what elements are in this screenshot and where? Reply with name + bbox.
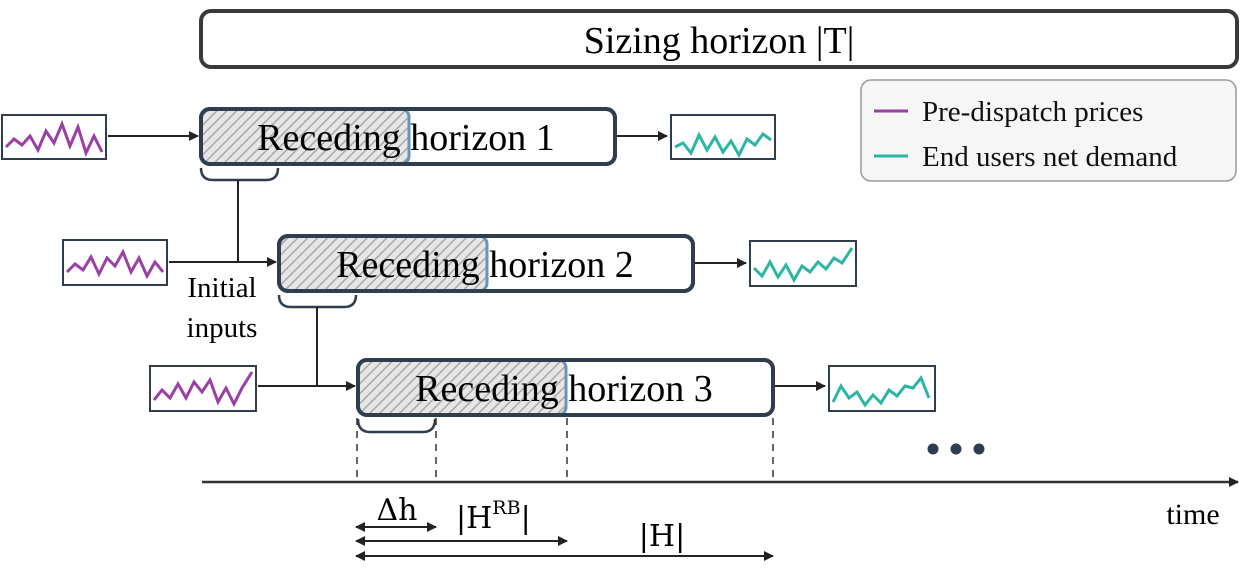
demand-thumbnail-3 (828, 365, 936, 412)
dashed-guides (356, 418, 774, 482)
receding-horizon-1-label: Receding horizon 1 (257, 117, 555, 159)
receding-horizon-2: Receding horizon 2 (277, 234, 695, 293)
bracket-delta-3 (356, 418, 437, 434)
receding-horizon-3-label: Receding horizon 3 (415, 368, 713, 410)
h-rb-base: |H (456, 501, 492, 536)
receding-horizon-3: Receding horizon 3 (356, 358, 775, 417)
initial-inputs-label-line1: Initial (187, 272, 256, 304)
price-thumbnail-2 (62, 239, 168, 286)
demand-thumbnail-2 (749, 240, 857, 287)
bracket-delta-1 (199, 167, 280, 182)
receding-horizon-1: Receding horizon 1 (199, 107, 617, 166)
receding-horizon-2-label: Receding horizon 2 (336, 244, 634, 286)
legend: Pre-dispatch prices End users net demand (860, 79, 1237, 182)
legend-label-prices: Pre-dispatch prices (922, 96, 1143, 128)
h-rb-label: |HRB| (456, 497, 531, 536)
h-rb-superscript: RB (492, 497, 520, 519)
legend-label-demand: End users net demand (922, 141, 1178, 173)
demand-thumbnail-1 (670, 114, 776, 160)
price-thumbnail-3 (149, 365, 257, 412)
initial-inputs-label-line2: inputs (187, 312, 258, 344)
h-label: |H| (639, 519, 685, 554)
time-axis-label: time (1166, 498, 1219, 531)
sizing-horizon-box: Sizing horizon |T| (199, 9, 1239, 69)
ellipsis-dots (927, 443, 985, 455)
price-thumbnail-1 (1, 114, 107, 160)
bracket-delta-2 (277, 294, 358, 309)
delta-h-label: Δh (377, 493, 418, 528)
sizing-horizon-label: Sizing horizon |T| (584, 20, 855, 62)
